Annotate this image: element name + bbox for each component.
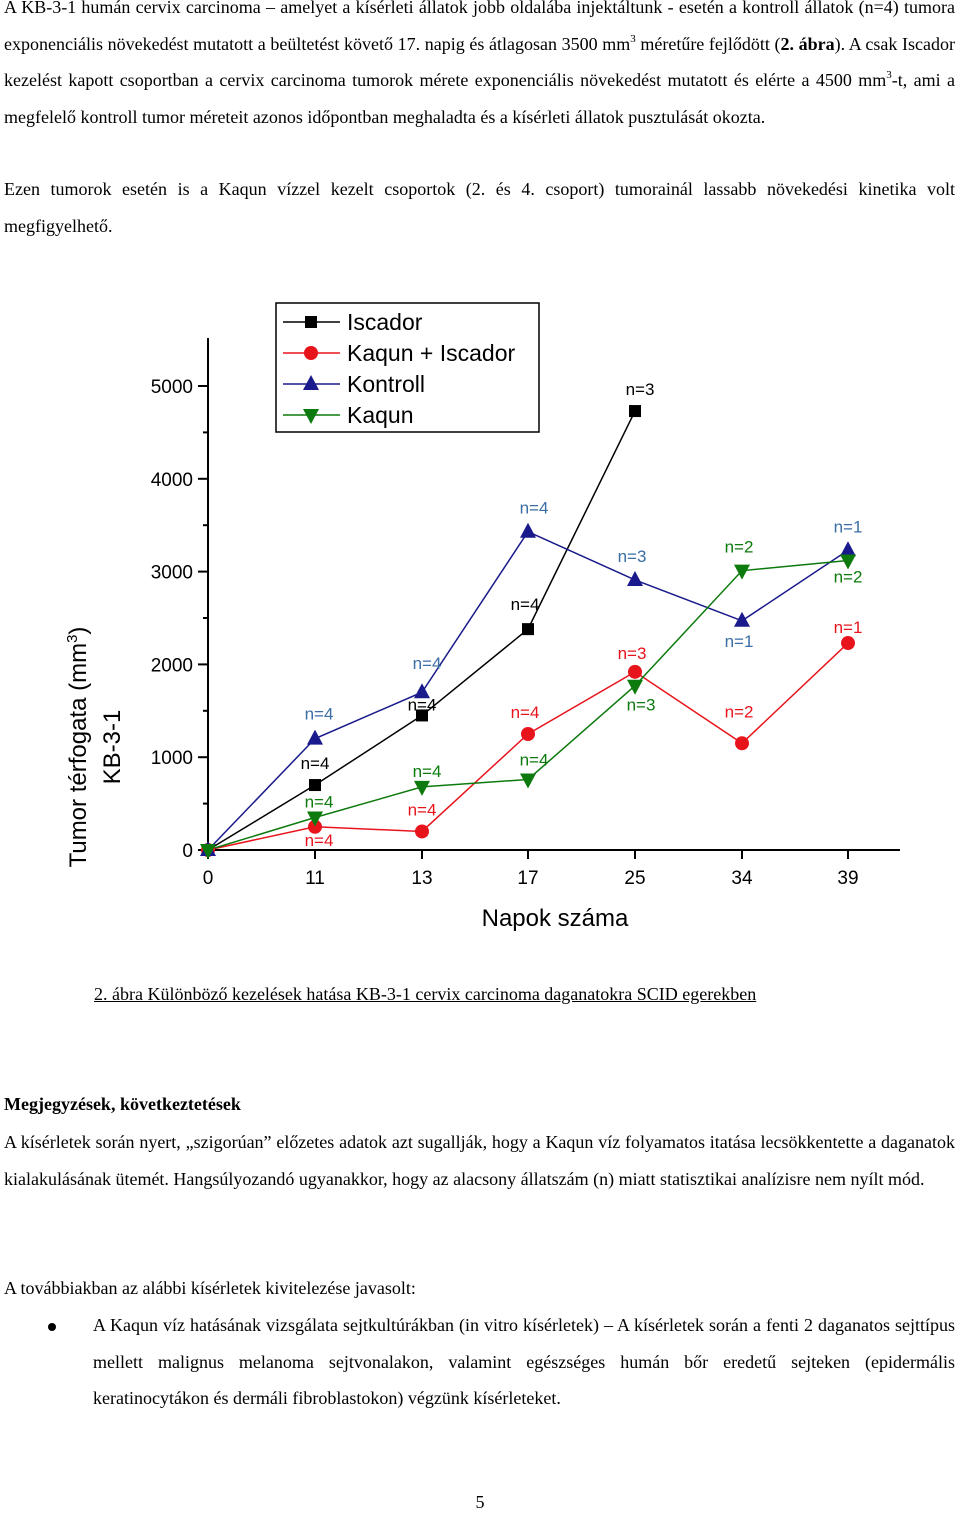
x-tick-label: 13	[411, 868, 432, 889]
y-tick-label: 3000	[151, 563, 193, 584]
legend-marker	[304, 346, 318, 360]
data-point	[308, 819, 322, 834]
n-label: n=1	[834, 618, 863, 637]
data-point	[735, 736, 749, 751]
data-point	[520, 522, 536, 538]
data-point	[414, 780, 430, 796]
n-label: n=4	[511, 703, 540, 722]
data-point	[307, 811, 323, 827]
n-label: n=1	[834, 517, 863, 536]
n-label: n=4	[408, 800, 437, 819]
intro-text-c: ). A csak Iscador kezelést kapott csopor…	[4, 33, 955, 91]
y-tick-label: 0	[182, 841, 193, 862]
intro-paragraph-1: A KB-3-1 humán cervix carcinoma – amelye…	[4, 0, 955, 135]
notes-paragraph-2: A továbbiakban az alábbi kísérletek kivi…	[4, 1278, 416, 1298]
page-number: 5	[475, 1492, 485, 1512]
data-point	[840, 554, 856, 570]
n-label: n=4	[305, 793, 334, 812]
chart-markers	[200, 405, 856, 859]
n-label: n=4	[413, 654, 442, 673]
figure-reference: 2. ábra	[780, 33, 835, 54]
legend-marker	[303, 409, 319, 424]
n-label: n=3	[618, 644, 647, 663]
data-point	[628, 664, 642, 679]
series-line	[207, 642, 849, 851]
n-label: n=1	[725, 632, 754, 651]
data-point	[309, 779, 321, 792]
n-label: n=3	[627, 696, 656, 715]
intro-text-d: -t, ami a megfelelő kontroll tumor méret…	[4, 70, 955, 127]
x-axis-label: Napok száma	[482, 905, 629, 932]
chart-axes: 0 1000 2000 3000 4000 5000 0 11 13 17 25 34 39	[151, 338, 900, 889]
x-tick-label: 39	[837, 868, 858, 889]
x-tick-label: 0	[203, 868, 214, 889]
bullet-item: A Kaqun víz hatásának vizsgálata sejtkul…	[93, 1315, 955, 1408]
notes-paragraph-1: A kísérletek során nyert, „szigorúan” el…	[4, 1132, 955, 1189]
intro-text-b: méretűre fejlődött (	[635, 33, 781, 54]
n-label: n=3	[618, 547, 647, 566]
n-label: n=2	[834, 567, 863, 586]
data-point	[200, 844, 216, 859]
data-point	[520, 773, 536, 789]
x-tick-label: 17	[517, 868, 538, 889]
legend-label: Iscador	[347, 309, 423, 335]
data-point	[307, 729, 323, 745]
n-label: n=4	[520, 499, 549, 518]
data-point	[627, 570, 643, 586]
chart-legend: Iscador Kaqun + Iscador Kontroll Kaqun	[275, 302, 540, 433]
y-axis-label: Tumor térfogata (mm3)	[64, 627, 92, 868]
n-label: n=2	[725, 538, 754, 557]
legend-marker	[305, 316, 317, 328]
data-point	[840, 541, 856, 557]
data-point	[841, 636, 855, 651]
data-point	[415, 824, 429, 839]
data-point	[414, 683, 430, 699]
unit-superscript: 3	[630, 32, 636, 45]
data-point	[522, 623, 534, 636]
bullet-point	[48, 1323, 56, 1331]
y-tick-label: 5000	[151, 377, 193, 398]
x-tick-label: 34	[731, 868, 753, 889]
x-tick-label: 11	[305, 868, 325, 889]
figure-caption: 2. ábra Különböző kezelések hatása KB-3-…	[94, 984, 757, 1004]
x-tick-label: 25	[624, 868, 645, 889]
intro-paragraph-2: Ezen tumorok esetén is a Kaqun vízzel ke…	[4, 179, 955, 236]
legend-label: Kontroll	[347, 371, 425, 397]
data-point	[734, 611, 750, 627]
unit-superscript-2: 3	[886, 69, 892, 81]
n-label: n=3	[626, 380, 655, 399]
y-axis-label-2: KB-3-1	[99, 710, 126, 785]
n-label: n=2	[725, 702, 754, 721]
n-label: n=4	[305, 705, 334, 724]
y-tick-label: 4000	[151, 470, 193, 491]
legend-label: Kaqun	[347, 402, 414, 428]
legend-marker	[303, 375, 319, 390]
legend-box	[275, 302, 540, 433]
n-label: n=4	[511, 595, 540, 614]
legend-label: Kaqun + Iscador	[347, 340, 515, 366]
intro-text-a: A KB-3-1 humán cervix carcinoma – amelye…	[4, 0, 955, 54]
n-label: n=4	[408, 695, 437, 714]
n-label: n=4	[305, 831, 334, 850]
data-point	[629, 405, 641, 418]
n-label: n=4	[413, 762, 442, 781]
y-tick-label: 1000	[151, 748, 193, 769]
data-point	[734, 564, 750, 580]
data-point	[416, 709, 428, 722]
data-point	[627, 679, 643, 695]
y-tick-label: 2000	[151, 655, 193, 676]
n-label: n=4	[520, 750, 549, 769]
notes-heading: Megjegyzések, következtetések	[4, 1094, 241, 1114]
data-point	[521, 727, 535, 741]
chart-n-labels: n=4 n=4 n=4 n=3 n=4 n=4 n=4 n=3 n=2 n=1 n=4 n=4 n=4 n…	[301, 380, 863, 850]
n-label: n=4	[301, 754, 330, 773]
